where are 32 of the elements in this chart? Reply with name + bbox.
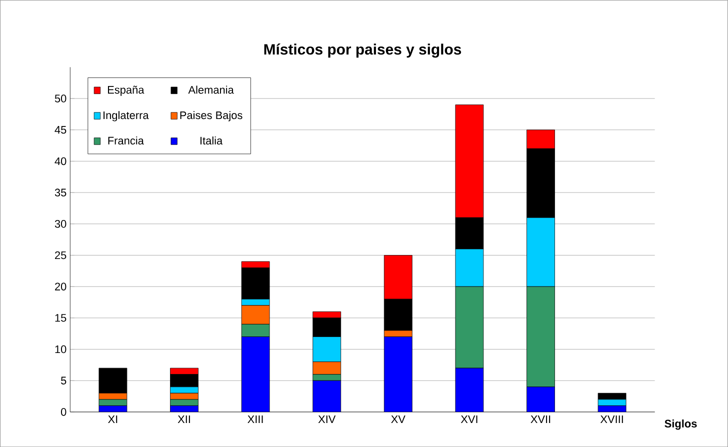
legend-label: Francia — [108, 136, 144, 144]
x-tick-label: XII — [178, 415, 190, 423]
y-tick-label: 35 — [54, 188, 66, 196]
y-tick-label: 5 — [61, 376, 66, 384]
bar — [384, 336, 412, 412]
bar — [312, 380, 341, 412]
legend-label: Alemania — [188, 86, 234, 94]
y-tick-label: 0 — [60, 408, 66, 416]
x-tick-label: XV — [391, 415, 406, 423]
x-tick-label: XVIII — [600, 415, 623, 423]
y-tick-label: 40 — [54, 157, 66, 166]
y-tick-label: 20 — [55, 282, 66, 290]
x-tick-label: XIV — [318, 415, 336, 423]
bar — [526, 386, 555, 412]
legend-label: Italia — [200, 136, 223, 144]
y-tick-label: 15 — [55, 314, 66, 322]
y-tick-label: 30 — [54, 220, 66, 228]
y-tick-label: 50 — [54, 94, 66, 102]
chart-title: Místicos por paises y siglos — [264, 43, 462, 58]
y-tick-label: 10 — [55, 345, 66, 354]
x-tick-label: XIII — [248, 415, 263, 423]
bar — [455, 368, 484, 412]
x-tick-label: XVI — [460, 415, 478, 423]
legend-label: España — [108, 86, 144, 96]
y-tick-label: 25 — [55, 251, 66, 260]
y-tick-label: 45 — [54, 126, 66, 134]
legend-label: Paises Bajos — [180, 111, 242, 122]
x-tick-label: XI — [108, 415, 118, 423]
x-tick-label: XVII — [530, 415, 550, 423]
x-axis-title: Siglos — [664, 419, 697, 430]
legend-label: Inglaterra — [104, 111, 149, 122]
bar — [242, 336, 270, 412]
